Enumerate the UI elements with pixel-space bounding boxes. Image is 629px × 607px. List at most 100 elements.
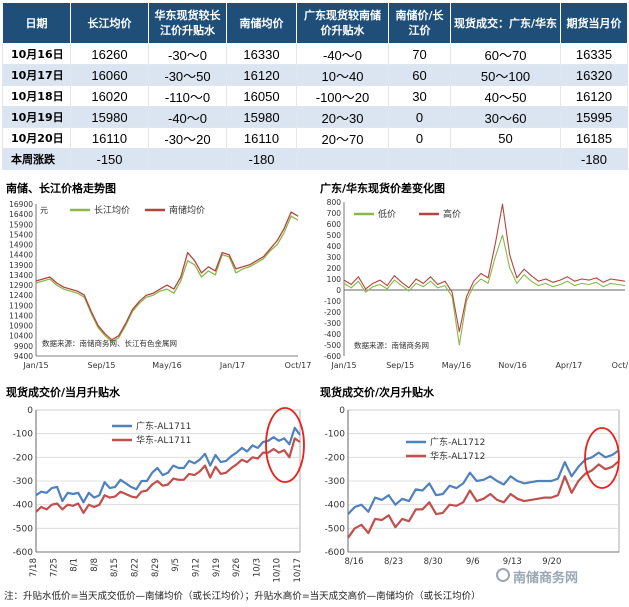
table-cell: 16020 <box>70 85 149 107</box>
table-cell: 60～70 <box>450 43 561 65</box>
watermark: 南储商务网 <box>513 571 579 586</box>
x-tick-label: Oct/17 <box>285 361 312 370</box>
legend-label: 高价 <box>443 208 461 220</box>
y-tick-label: -600 <box>325 548 346 558</box>
y-tick-label: 13400 <box>9 271 33 280</box>
table-cell: -30～0 <box>148 43 227 65</box>
table-cell: -30～50 <box>148 64 227 86</box>
table-cell: 16335 <box>560 43 628 65</box>
x-tick-label: 8/16 <box>344 557 363 567</box>
table-cell: 15980 <box>70 106 149 128</box>
y-tick-label: 9400 <box>14 352 33 361</box>
table-cell: 16050 <box>226 85 297 107</box>
table-cell <box>388 148 451 170</box>
y-tick-label: -500 <box>13 524 34 534</box>
y-tick-label: -100 <box>324 297 341 306</box>
table-cell: 16185 <box>560 127 628 149</box>
table-cell: 0 <box>388 127 451 149</box>
legend-label: 南储均价 <box>169 204 205 216</box>
chart3-title: 现货成交价/当月升贴水 <box>6 386 121 399</box>
x-tick-label: 9/6 <box>466 557 480 567</box>
y-tick-label: 16900 <box>9 200 33 209</box>
series-line <box>347 460 620 539</box>
col-date: 日期 <box>2 2 71 44</box>
y-tick-label: 800 <box>327 198 342 207</box>
table-cell: -30～20 <box>148 127 227 149</box>
legend-label: 广东-AL1712 <box>430 436 485 448</box>
series-line <box>35 215 299 343</box>
highlight-circle <box>265 407 305 483</box>
table-cell: -150 <box>70 148 149 170</box>
table-cell: -110～0 <box>148 85 227 107</box>
y-tick-label: -500 <box>324 341 341 350</box>
y-tick-label: -300 <box>13 477 34 487</box>
x-tick-label: 9/26 <box>232 558 242 577</box>
table-cell: 30 <box>388 85 451 107</box>
x-tick-label: 8/30 <box>424 557 443 567</box>
y-tick-label: -600 <box>13 548 34 558</box>
x-tick-label: 8/8 <box>90 558 100 572</box>
x-tick-label: Jan/17 <box>219 361 245 370</box>
y-tick-label: 100 <box>327 275 342 284</box>
table-cell: 16320 <box>560 64 628 86</box>
chart-current-month-premium: -600 -500 -400 -300 -200 -100 0 7/18 7/25 8/1 8/8 8… <box>13 406 305 583</box>
y-tick-label: 10400 <box>9 332 33 341</box>
table-cell: -180 <box>560 148 628 170</box>
table-cell: 30～60 <box>450 106 561 128</box>
table-cell: 16120 <box>226 64 297 86</box>
plot-area <box>36 204 298 356</box>
y-tick-label: 16400 <box>9 210 33 219</box>
series-line <box>35 426 301 504</box>
y-tick-label: -400 <box>13 501 34 511</box>
y-tick-label: 12900 <box>9 281 33 290</box>
series-line <box>35 211 299 341</box>
table-cell: 16120 <box>560 85 628 107</box>
table-cell: 10月20日 <box>2 127 71 149</box>
footnote: 注：升贴水低价=当天成交低价—南储均价（或长江均价）；升贴水高价=当天成交高价—… <box>4 591 481 602</box>
col-price-diff: 南储价/长江价 <box>388 2 451 44</box>
table-cell: -40～0 <box>148 106 227 128</box>
x-tick-label: 8/29 <box>151 558 161 577</box>
y-tick-label: -400 <box>324 330 341 339</box>
legend-label: 广东-AL1711 <box>136 420 191 432</box>
table-cell: 50～100 <box>450 64 561 86</box>
y-tick-label: 14900 <box>9 241 33 250</box>
chart-price-trend: 9400990010400109001140011900124001290013… <box>9 200 312 370</box>
table-row: 10月17日 16060 -30～50 16120 10～40 60 50～10… <box>2 64 628 86</box>
series-line <box>343 234 626 346</box>
y-tick-label: -300 <box>324 319 341 328</box>
y-tick-label: 11400 <box>9 311 33 320</box>
table-cell: 10月18日 <box>2 85 71 107</box>
y-tick-label: 200 <box>327 264 342 273</box>
x-tick-label: 9/13 <box>503 557 522 567</box>
y-tick-label: -100 <box>13 430 34 440</box>
x-tick-label: 10/10 <box>273 558 283 583</box>
y-tick-label: 600 <box>327 220 342 229</box>
table-cell <box>296 148 389 170</box>
table-header-row: 日期 长江均价 华东现货较长江价升贴水 南储均价 广东现货较南储价升贴水 南储价… <box>2 2 628 44</box>
table-cell: -40～0 <box>296 43 389 65</box>
table-cell: 10月19日 <box>2 106 71 128</box>
y-tick-label: 500 <box>327 231 342 240</box>
table-cell: 20～70 <box>296 127 389 149</box>
col-nanchu-avg: 南储均价 <box>226 2 297 44</box>
col-spot-deal: 现货成交：广东/华东 <box>450 2 561 44</box>
highlight-circle <box>584 427 620 489</box>
y-tick-label: -200 <box>324 308 341 317</box>
chart1-title: 南储、长江价格走势图 <box>6 182 116 195</box>
source-label: 数据来源：南储商务网 <box>354 340 429 350</box>
y-tick-label: -300 <box>325 477 346 487</box>
x-tick-label: 7/18 <box>29 558 39 577</box>
wechat-icon <box>496 568 510 582</box>
y-tick-label: 10900 <box>9 322 33 331</box>
y-tick-label: 15900 <box>9 220 33 229</box>
table-cell: 0 <box>388 106 451 128</box>
y-tick-label: 700 <box>327 209 342 218</box>
x-tick-label: 8/22 <box>131 558 141 577</box>
price-table: 日期 长江均价 华东现货较长江价升贴水 南储均价 广东现货较南储价升贴水 南储价… <box>2 2 628 170</box>
legend-label: 低价 <box>378 208 396 220</box>
x-tick-label: Sep/15 <box>386 361 414 370</box>
chart4-title: 现货成交价/次月升贴水 <box>320 386 435 399</box>
table-cell: 10～40 <box>296 64 389 86</box>
x-tick-label: 10/17 <box>293 558 303 583</box>
